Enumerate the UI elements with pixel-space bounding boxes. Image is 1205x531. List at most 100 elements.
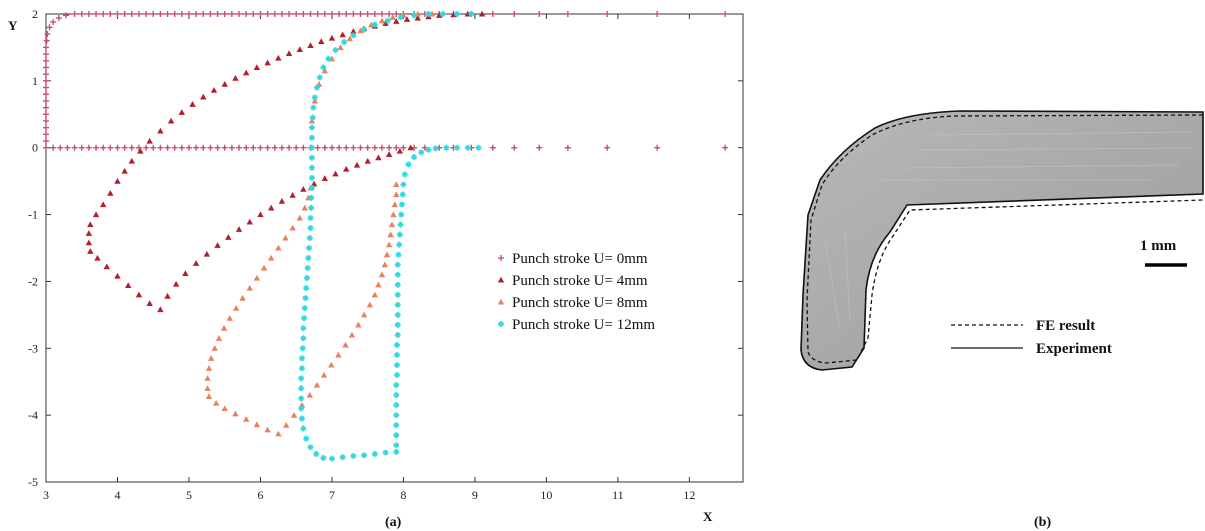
data-point-u8 [232, 304, 240, 311]
data-point-u8 [289, 224, 296, 231]
legend-label-fe: FE result [1036, 318, 1095, 334]
series-u8 [204, 10, 436, 437]
plot-frame [45, 13, 744, 483]
caption-a: (a) [385, 515, 402, 530]
data-point-u12 [307, 214, 314, 221]
data-point-u12 [396, 241, 403, 248]
data-point-u12 [394, 372, 401, 379]
legend-label-u4: Punch stroke U= 4mm [512, 273, 648, 289]
data-point-u8 [371, 291, 379, 298]
data-point-u12 [425, 146, 432, 153]
data-point-u8 [387, 231, 394, 238]
data-point-u0 [193, 144, 200, 151]
y-tick-label: -2 [28, 274, 38, 288]
data-point-u0 [236, 11, 243, 17]
data-point-u0 [264, 11, 271, 17]
data-point-u8 [320, 371, 328, 378]
data-point-u12 [308, 124, 315, 131]
data-point-u0 [214, 144, 221, 151]
data-point-u0 [164, 11, 171, 17]
data-point-u12 [316, 74, 323, 81]
data-point-u8 [337, 44, 344, 50]
data-point-u0 [271, 144, 278, 151]
data-point-u12 [325, 55, 332, 62]
data-point-u0 [43, 77, 49, 84]
legend-marker-u8 [497, 298, 505, 305]
data-point-u8 [221, 405, 228, 412]
y-tick-label: -3 [28, 341, 38, 355]
x-tick-label: 7 [329, 488, 335, 502]
x-tick-label: 9 [472, 488, 478, 502]
data-point-u0 [243, 144, 250, 151]
data-point-u12 [339, 454, 346, 461]
data-point-u12 [405, 161, 412, 168]
data-point-u0 [50, 144, 57, 151]
data-point-u12 [308, 144, 315, 151]
data-point-u0 [114, 11, 121, 17]
data-point-u0 [257, 144, 264, 151]
data-point-u8 [275, 430, 282, 437]
data-point-u12 [371, 21, 378, 28]
data-point-u12 [432, 145, 439, 152]
legend-label-u8: Punch stroke U= 8mm [512, 295, 648, 311]
data-point-u8 [328, 361, 335, 368]
data-point-u8 [385, 241, 393, 248]
data-point-u0 [185, 11, 192, 17]
data-point-u0 [378, 144, 385, 151]
data-point-u8 [311, 97, 318, 104]
data-point-u8 [355, 321, 362, 328]
data-point-u4 [364, 157, 371, 164]
data-point-u12 [394, 311, 401, 318]
data-point-u12 [303, 435, 310, 442]
data-point-u12 [454, 144, 461, 151]
data-point-u12 [425, 11, 432, 17]
data-point-u0 [214, 11, 221, 17]
data-point-u12 [394, 301, 401, 308]
data-point-u0 [78, 144, 85, 151]
data-point-u0 [100, 144, 107, 151]
data-points [43, 10, 729, 462]
data-point-u12 [301, 305, 308, 312]
data-point-u4 [343, 165, 350, 172]
data-point-u0 [150, 11, 157, 17]
data-point-u8 [366, 301, 374, 308]
y-axis-label: Y [8, 18, 18, 33]
data-point-u12 [393, 448, 400, 455]
data-point-u0 [157, 144, 164, 151]
data-point-u0 [307, 11, 314, 17]
data-point-u0 [43, 51, 49, 58]
data-point-u12 [399, 191, 406, 198]
data-point-u0 [43, 91, 49, 98]
data-point-u0 [44, 31, 51, 38]
data-point-u0 [221, 11, 228, 17]
panel-b: 1 mm FE result Experiment (b) [800, 110, 1204, 530]
data-point-u8 [204, 385, 211, 391]
data-point-u0 [604, 144, 611, 151]
data-point-u12 [439, 11, 446, 17]
data-point-u4 [114, 272, 121, 279]
data-point-u8 [306, 391, 313, 398]
data-point-u4 [200, 93, 207, 100]
data-point-u4 [300, 185, 307, 192]
data-point-u12 [298, 405, 305, 412]
data-point-u4 [264, 59, 271, 66]
data-point-u4 [257, 211, 264, 218]
data-point-u12 [306, 245, 313, 251]
data-point-u0 [278, 144, 285, 151]
data-point-u8 [275, 244, 282, 251]
data-point-u0 [63, 12, 70, 19]
data-point-u0 [393, 144, 400, 151]
data-point-u4 [178, 109, 186, 115]
data-point-u4 [157, 127, 164, 134]
data-point-u4 [393, 18, 400, 24]
data-point-u12 [308, 164, 315, 171]
data-point-u12 [393, 412, 400, 419]
data-point-u12 [394, 362, 401, 368]
data-point-u8 [298, 401, 306, 408]
data-point-u0 [236, 144, 243, 151]
data-point-u0 [314, 144, 321, 151]
y-tick-label: -1 [28, 208, 38, 222]
data-point-u8 [388, 221, 396, 228]
data-point-u0 [250, 144, 257, 151]
data-point-u0 [207, 144, 214, 151]
